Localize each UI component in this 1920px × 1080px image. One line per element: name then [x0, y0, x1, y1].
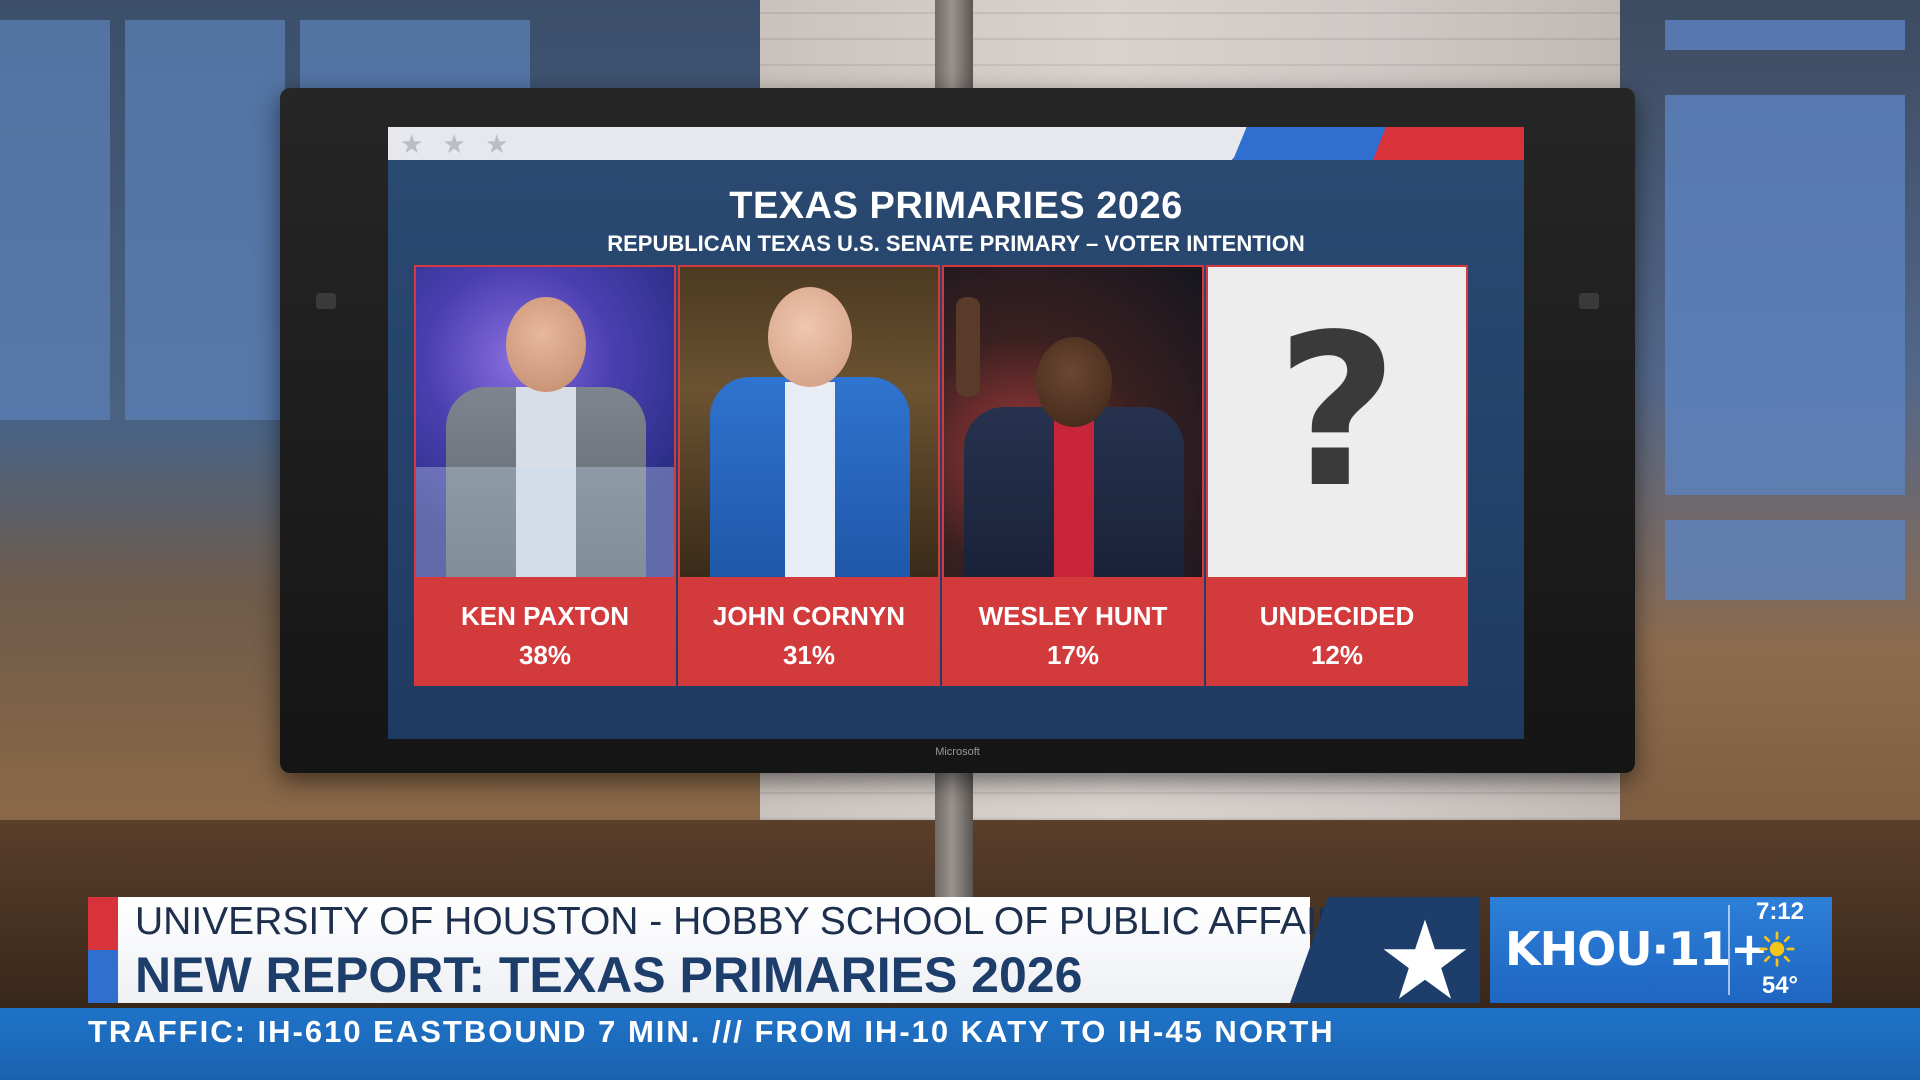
header-stripe-white	[388, 127, 1258, 160]
monitor-brand: Microsoft	[935, 746, 980, 758]
header-stripe-blue	[1233, 127, 1403, 160]
candidate-label: UNDECIDED 12%	[1208, 577, 1466, 684]
station-divider	[1728, 905, 1730, 995]
candidate-percent: 17%	[1046, 640, 1100, 670]
candidate-name: WESLEY HUNT	[978, 601, 1168, 631]
candidate-percent: 12%	[1310, 640, 1364, 670]
candidate-card: KEN PAXTON 38%	[416, 267, 674, 684]
question-mark-icon: ?	[1276, 289, 1398, 534]
candidate-label: KEN PAXTON 38%	[416, 577, 674, 684]
stars-icon: ★ ★ ★	[400, 129, 515, 159]
candidate-name: UNDECIDED	[1259, 601, 1415, 631]
lower-third-headline: NEW REPORT: TEXAS PRIMARIES 2026	[135, 947, 1083, 1003]
candidate-photo	[680, 267, 938, 577]
camera-icon	[316, 293, 336, 309]
candidate-percent: 38%	[518, 640, 572, 670]
header-stripe-red	[1373, 127, 1524, 160]
camera-icon	[1579, 293, 1599, 309]
candidate-percent: 31%	[782, 640, 836, 670]
poll-subtitle: REPUBLICAN TEXAS U.S. SENATE PRIMARY – V…	[607, 231, 1305, 256]
lower-third	[118, 897, 1310, 1003]
poll-graphic: ★ ★ ★ TEXAS PRIMARIES 2026 REPUBLICAN TE…	[388, 127, 1524, 739]
candidate-name: KEN PAXTON	[460, 601, 630, 631]
studio-right-wall	[1620, 0, 1920, 1080]
candidate-card: ? UNDECIDED 12%	[1208, 267, 1466, 684]
station-logo: KHOU·11+	[1505, 922, 1769, 976]
candidate-label: WESLEY HUNT 17%	[944, 577, 1202, 684]
ticker-text: TRAFFIC: IH-610 EASTBOUND 7 MIN. /// FRO…	[88, 1014, 1335, 1049]
lower-third-accent	[88, 897, 118, 1003]
news-ticker	[0, 1008, 1920, 1080]
undecided-panel: ?	[1208, 267, 1466, 577]
star-icon	[1383, 919, 1467, 999]
clock-time: 7:12	[1755, 898, 1805, 925]
sun-icon	[1759, 931, 1795, 967]
lower-third-line1: UNIVERSITY OF HOUSTON - HOBBY SCHOOL OF …	[135, 900, 1371, 943]
candidate-card: JOHN CORNYN 31%	[680, 267, 938, 684]
temperature: 54°	[1761, 972, 1799, 999]
candidate-label: JOHN CORNYN 31%	[680, 577, 938, 684]
poll-title: TEXAS PRIMARIES 2026	[729, 185, 1183, 227]
candidate-photo	[944, 267, 1202, 577]
candidate-card: WESLEY HUNT 17%	[944, 267, 1202, 684]
candidate-photo	[416, 267, 674, 577]
candidate-name: JOHN CORNYN	[712, 601, 906, 631]
